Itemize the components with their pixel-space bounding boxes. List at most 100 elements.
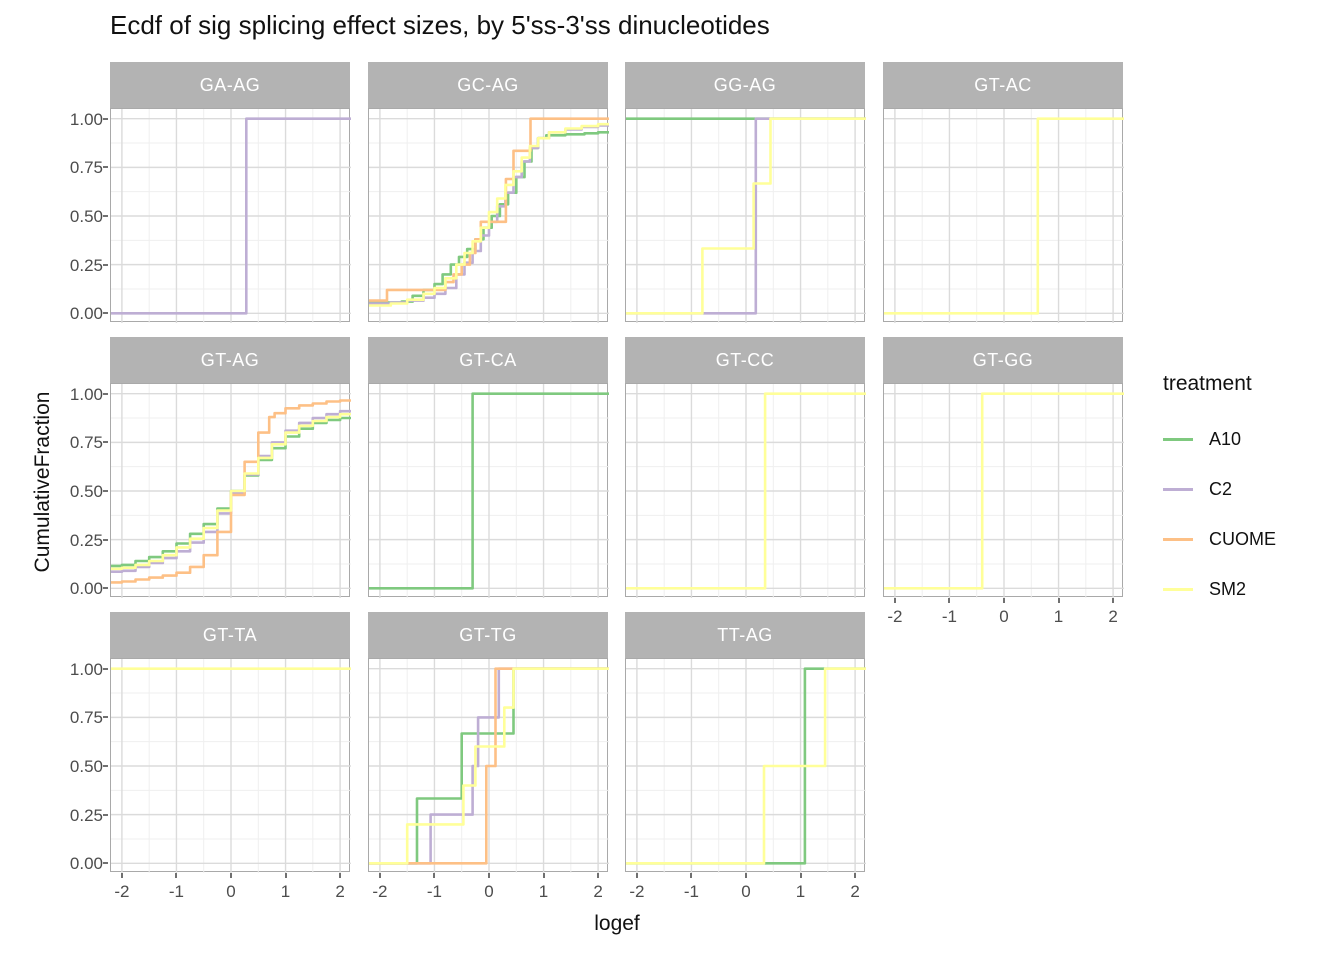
facet-strip-label: GC-AG — [457, 74, 519, 95]
facet-gt-ca: GT-CA — [368, 337, 609, 598]
facet-gt-ag: GT-AG 0.00 0.25 0.50 0.75 1.00 — [70, 337, 351, 598]
x-tick-label: -2 — [887, 607, 903, 626]
y-tick-label: 0.00 — [69, 304, 103, 324]
y-tick-label: 0.25 — [69, 255, 103, 275]
facet-ga-ag: GA-AG 0.00 0.25 0.50 0.75 1.00 — [70, 62, 351, 323]
legend-items: A10 C2 CUOME SM2 — [1163, 414, 1276, 614]
legend-label: A10 — [1209, 428, 1242, 449]
facet-strip: GT-TG — [368, 612, 608, 658]
facet-panel: 0.00 0.25 0.50 0.75 1.00 — [70, 108, 351, 323]
y-tick-mark — [103, 862, 108, 865]
facet-strip: GT-CA — [368, 337, 608, 383]
x-tick-mark — [799, 873, 802, 878]
x-tick-label: 0 — [484, 882, 494, 901]
legend: treatment A10 C2 CUOME SM2 — [1163, 372, 1276, 614]
x-tick-label: -1 — [426, 882, 443, 901]
x-tick-label: 0 — [226, 882, 236, 901]
legend-item-cuome: CUOME — [1163, 514, 1276, 564]
x-tick-label: 0 — [999, 607, 1009, 626]
y-tick-mark — [103, 392, 108, 395]
ecdf-line-sm2 — [626, 392, 866, 590]
y-tick-label: 0.75 — [69, 708, 103, 728]
x-tick-label: 2 — [335, 882, 345, 901]
x-tick-label: -1 — [168, 882, 185, 901]
x-tick-mark — [175, 873, 178, 878]
x-tick-mark — [488, 873, 490, 878]
facet-gt-ac: GT-AC — [883, 62, 1124, 323]
x-tick-label: 1 — [1053, 607, 1064, 626]
legend-item-sm2: SM2 — [1163, 564, 1276, 614]
x-tick-mark — [542, 873, 545, 878]
ecdf-line-cuome — [111, 399, 351, 584]
facet-gt-tg: GT-TG -2 -1 0 1 2 — [368, 612, 609, 901]
facet-strip: GT-CC — [625, 337, 865, 383]
ecdf-line-sm2 — [626, 117, 866, 315]
legend-key-line — [1163, 537, 1193, 541]
y-tick-mark — [103, 263, 108, 266]
facet-strip-label: GA-AG — [199, 74, 261, 95]
x-tick-label: 2 — [850, 882, 860, 901]
x-tick-mark — [948, 598, 951, 603]
facet-strip-label: GT-CC — [715, 349, 775, 370]
y-axis-title: CumulativeFraction — [31, 391, 54, 573]
facet-panel: 0.00 0.25 0.50 0.75 1.00 — [70, 383, 351, 598]
legend-title: treatment — [1163, 372, 1252, 395]
y-tick-mark — [103, 215, 108, 217]
y-tick-mark — [103, 166, 108, 169]
facet-strip-label: GT-TG — [459, 624, 517, 645]
y-tick-label: 0.25 — [69, 805, 103, 825]
x-tick-label: -1 — [941, 607, 958, 626]
x-tick-label: -1 — [683, 882, 700, 901]
facet-strip: GT-AG — [110, 337, 350, 383]
ecdf-line-a10 — [369, 392, 609, 590]
facet-panel — [368, 383, 609, 598]
x-tick-mark — [433, 873, 436, 878]
facet-strip-label: GT-TA — [202, 624, 258, 645]
facet-panel — [625, 383, 866, 598]
x-tick-label: -2 — [114, 882, 130, 901]
x-tick-mark — [745, 873, 747, 878]
legend-label: CUOME — [1209, 528, 1276, 549]
ecdf-line-sm2 — [111, 412, 351, 571]
ecdf-line-sm2 — [369, 122, 609, 307]
legend-key-line — [1163, 487, 1193, 491]
x-tick-mark — [230, 873, 232, 878]
y-tick-mark — [103, 117, 108, 120]
y-tick-label: 0.00 — [69, 579, 103, 599]
facet-strip: GC-AG — [368, 62, 608, 108]
x-tick-label: -2 — [372, 882, 388, 901]
ecdf-line-sm2 — [626, 667, 866, 865]
x-tick-label: 0 — [741, 882, 751, 901]
y-tick-label: 0.25 — [69, 530, 103, 550]
facet-strip: GA-AG — [110, 62, 350, 108]
x-tick-mark — [854, 873, 857, 878]
y-tick-mark — [103, 667, 108, 670]
x-tick-mark — [284, 873, 287, 878]
x-tick-label: 1 — [280, 882, 291, 901]
legend-item-a10: A10 — [1163, 414, 1276, 464]
x-tick-mark — [690, 873, 693, 878]
x-tick-label: 2 — [593, 882, 603, 901]
x-tick-mark — [1112, 598, 1115, 603]
x-tick-label: 1 — [538, 882, 549, 901]
facet-gt-gg: GT-GG -2 -1 0 1 2 — [883, 337, 1124, 626]
y-tick-mark — [103, 716, 108, 719]
facet-strip-label: GG-AG — [713, 74, 777, 95]
legend-key-line — [1163, 587, 1193, 591]
y-tick-label: 1.00 — [69, 384, 103, 404]
y-tick-label: 1.00 — [69, 109, 103, 129]
x-tick-mark — [339, 873, 342, 878]
ecdf-line-c2 — [111, 117, 351, 315]
facet-gc-ag: GC-AG — [368, 62, 609, 323]
y-tick-label: 0.50 — [69, 757, 103, 776]
x-tick-label: 1 — [795, 882, 806, 901]
x-axis-title: logef — [594, 912, 640, 935]
legend-item-c2: C2 — [1163, 464, 1276, 514]
y-tick-mark — [103, 813, 108, 816]
facet-panel: -2 -1 0 1 2 — [625, 658, 866, 901]
facet-strip-label: GT-AG — [200, 349, 260, 370]
y-tick-mark — [103, 441, 108, 444]
x-tick-mark — [597, 873, 600, 878]
facet-strip: TT-AG — [625, 612, 865, 658]
